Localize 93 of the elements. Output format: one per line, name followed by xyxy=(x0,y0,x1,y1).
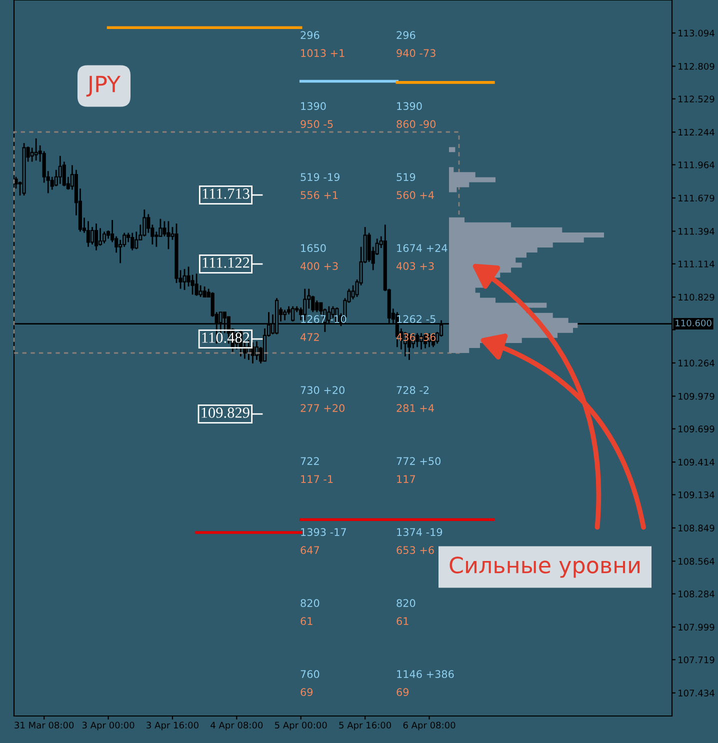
y-tick-label: 109.134 xyxy=(678,491,714,498)
annotation: 1650 xyxy=(301,244,326,252)
annotation: 111.713 xyxy=(202,188,250,199)
annotation: Сильные уровни xyxy=(450,556,640,578)
annotation: 940 -73 xyxy=(396,49,436,58)
annotation: 109.829 xyxy=(202,408,250,418)
annotation: 111.122 xyxy=(202,258,250,268)
candlestick xyxy=(130,232,134,252)
annotation: 1146 +386 xyxy=(397,670,454,678)
annotation: 860 -90 xyxy=(396,120,436,128)
candlestick xyxy=(90,226,94,246)
y-tick-label: 107.719 xyxy=(678,656,714,664)
annotation: 950 -5 xyxy=(300,120,333,128)
candlestick xyxy=(182,268,186,291)
candlestick xyxy=(283,309,287,321)
y-tick-label: 108.849 xyxy=(678,524,714,532)
y-tick-label: 111.394 xyxy=(678,228,714,235)
annotation: 560 +4 xyxy=(396,191,434,200)
annotation: 730 +20 xyxy=(300,386,344,394)
annotation: 653 +6 xyxy=(396,546,434,554)
annotation: 1674 +24 xyxy=(397,244,448,252)
annotation: 519 xyxy=(396,173,416,182)
annotation: 296 xyxy=(396,31,416,40)
candlestick xyxy=(198,284,202,298)
annotation: 61 xyxy=(300,617,312,626)
annotation: 820 xyxy=(396,599,416,608)
y-tick-label: 107.434 xyxy=(678,690,714,696)
annotation: 772 +50 xyxy=(396,457,440,466)
candlestick xyxy=(194,272,198,296)
annotation: 436 -36 xyxy=(396,333,436,342)
candlestick xyxy=(86,220,90,248)
annotation: 277 +20 xyxy=(300,404,344,412)
annotation: 69 xyxy=(300,688,313,696)
text: JPY xyxy=(86,76,121,97)
candlestick xyxy=(94,222,98,252)
annotation: 1013 +1 xyxy=(301,49,344,58)
candlestick xyxy=(415,332,420,348)
y-tick-label: 108.284 xyxy=(678,590,714,598)
annotation: 722 xyxy=(300,457,319,465)
annotation: 400 +3 xyxy=(300,262,338,270)
y-tick-label: 112.529 xyxy=(678,96,714,102)
annotation: 61 xyxy=(396,617,408,626)
annotation: 403 +3 xyxy=(396,262,434,270)
annotation: 117 xyxy=(397,475,415,483)
annotation: 117 -1 xyxy=(301,475,333,483)
annotation: 1390 xyxy=(397,102,422,110)
y-tick-label: 110.829 xyxy=(678,294,714,301)
y-tick-label: 112.244 xyxy=(678,128,714,136)
candlestick xyxy=(154,230,158,248)
x-tick-label: 5 Apr 16:00 xyxy=(339,722,392,730)
ref-line-label: 110.600 xyxy=(676,320,712,326)
y-tick-label: 109.414 xyxy=(678,458,714,466)
candlestick xyxy=(102,230,106,244)
candlestick xyxy=(202,286,206,298)
annotation: 519 -19 xyxy=(300,173,340,182)
y-tick-label: 111.679 xyxy=(678,194,714,202)
x-tick-label: 31 Mar 08:00 xyxy=(14,722,74,729)
y-tick-label: 107.999 xyxy=(678,624,714,631)
y-tick-label: 113.094 xyxy=(678,30,714,37)
y-tick-label: 112.809 xyxy=(678,62,714,70)
y-tick-label: 110.264 xyxy=(678,360,714,367)
annotation: 556 +1 xyxy=(300,191,338,200)
annotation: 281 +4 xyxy=(396,404,434,412)
x-tick-label: 3 Apr 00:00 xyxy=(82,722,134,730)
x-tick-label: 6 Apr 08:00 xyxy=(403,722,456,730)
annotation: 296 xyxy=(300,31,320,40)
candlestick xyxy=(34,138,38,162)
y-tick-label: 111.114 xyxy=(678,260,714,268)
annotation: 1390 xyxy=(301,102,326,110)
annotation: 110.482 xyxy=(202,332,250,343)
candlestick xyxy=(166,220,170,250)
x-tick-label: 3 Apr 16:00 xyxy=(146,722,198,730)
x-tick-label: 4 Apr 08:00 xyxy=(210,722,263,730)
annotation: 728 -2 xyxy=(396,386,429,394)
annotation: 647 xyxy=(300,546,319,554)
candlestick xyxy=(250,342,255,364)
candlestick xyxy=(315,300,319,313)
candlestick xyxy=(254,340,259,361)
annotation: 69 xyxy=(396,688,409,696)
candlestick xyxy=(134,230,138,250)
candlestick xyxy=(142,208,146,238)
y-tick-label: 111.964 xyxy=(678,161,714,168)
candlestick xyxy=(98,227,102,246)
annotation: 820 xyxy=(300,599,320,608)
annotation: 1393 -17 xyxy=(301,528,346,536)
candlestick xyxy=(58,155,62,185)
annotation: 1374 -19 xyxy=(397,528,442,536)
y-tick-label: 108.564 xyxy=(678,558,714,565)
y-tick-label: 109.979 xyxy=(678,392,714,400)
annotation: 472 xyxy=(300,333,319,341)
y-tick-label: 109.699 xyxy=(678,426,714,432)
annotation: 760 xyxy=(300,670,320,678)
x-tick-label: 5 Apr 00:00 xyxy=(275,722,327,730)
